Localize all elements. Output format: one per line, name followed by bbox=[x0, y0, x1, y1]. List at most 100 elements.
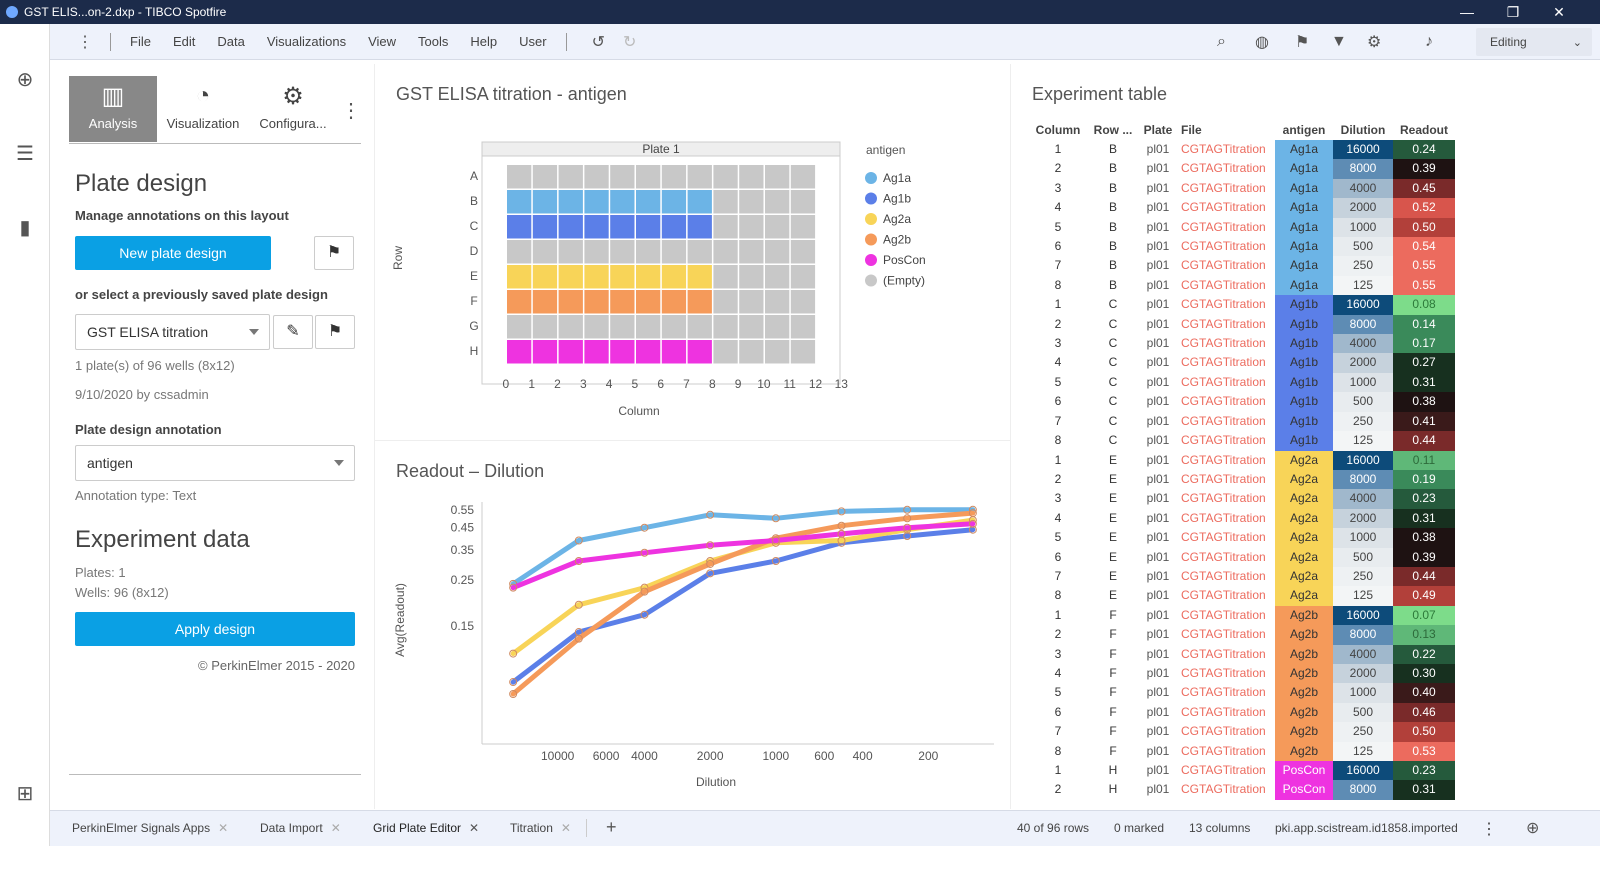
menu-edit[interactable]: Edit bbox=[172, 34, 196, 49]
saved-design-select[interactable]: GST ELISA titration bbox=[75, 314, 270, 350]
page-tab-grid-plate-editor[interactable]: Grid Plate Editor ✕ bbox=[373, 821, 479, 835]
new-plate-design-button[interactable]: New plate design bbox=[75, 236, 271, 270]
page-tab-signals[interactable]: PerkinElmer Signals Apps ✕ bbox=[72, 821, 228, 835]
column-header[interactable]: File bbox=[1181, 123, 1202, 137]
menu-file[interactable]: File bbox=[130, 34, 151, 49]
undo-icon[interactable]: ↺ bbox=[591, 33, 606, 51]
tab-configuration[interactable]: ⚙ Configura... bbox=[249, 76, 337, 142]
tab-visualization[interactable]: ◔ Visualization bbox=[159, 76, 247, 142]
column-header[interactable]: Dilution bbox=[1340, 123, 1386, 137]
settings-icon[interactable]: ⚙ bbox=[1367, 33, 1382, 51]
menu-data[interactable]: Data bbox=[217, 34, 245, 49]
restore-icon[interactable]: ❐ bbox=[1506, 3, 1520, 20]
menu-view[interactable]: View bbox=[368, 34, 397, 49]
add-page-icon[interactable]: + bbox=[606, 817, 617, 837]
notification-icon[interactable]: ♪ bbox=[1425, 32, 1433, 50]
table-cell: CGTAGTitration bbox=[1181, 568, 1266, 583]
column-header[interactable]: Plate bbox=[1143, 123, 1173, 137]
minimize-icon[interactable]: — bbox=[1460, 4, 1474, 20]
save-flag-icon-2[interactable]: ⚑ bbox=[315, 315, 355, 349]
save-flag-icon[interactable]: ⚑ bbox=[314, 236, 354, 270]
filter-icon[interactable]: ▼ bbox=[1331, 32, 1347, 50]
annotation-select[interactable]: antigen bbox=[75, 445, 355, 481]
search-icon[interactable]: ⌕ bbox=[1217, 32, 1226, 50]
table-cell: PosCon bbox=[1275, 761, 1333, 781]
hierarchy-icon[interactable]: ⊞ bbox=[16, 783, 34, 805]
mode-dropdown[interactable]: Editing ⌄ bbox=[1476, 28, 1592, 56]
table-cell: Ag1b bbox=[1275, 314, 1333, 335]
panel-more-icon[interactable]: ⋮ bbox=[341, 100, 361, 122]
apply-design-button[interactable]: Apply design bbox=[75, 612, 355, 646]
menu-visualizations[interactable]: Visualizations bbox=[266, 34, 347, 49]
menu-tools[interactable]: Tools bbox=[418, 34, 449, 49]
table-cell: 500 bbox=[1333, 237, 1393, 257]
add-icon[interactable]: ⊕ bbox=[16, 69, 34, 91]
close-tab-icon[interactable]: ✕ bbox=[560, 821, 571, 835]
table-cell: pl01 bbox=[1146, 530, 1170, 545]
table-cell: C bbox=[1108, 336, 1118, 351]
comments-icon[interactable]: ◍ bbox=[1255, 33, 1269, 51]
page-tab-data-import[interactable]: Data Import ✕ bbox=[260, 821, 341, 835]
page-tab-titration[interactable]: Titration ✕ bbox=[510, 821, 571, 835]
close-tab-icon[interactable]: ✕ bbox=[330, 821, 341, 835]
globe-icon[interactable]: ⊕ bbox=[1526, 820, 1540, 837]
more-vert-icon[interactable]: ⋮ bbox=[1481, 821, 1497, 838]
close-tab-icon[interactable]: ✕ bbox=[469, 821, 480, 835]
experiment-table[interactable]: Column Row ... Plate File antigen Dilution Rea… bbox=[1027, 120, 1455, 800]
close-tab-icon[interactable]: ✕ bbox=[218, 821, 229, 835]
data-list-icon[interactable]: ☰ bbox=[16, 143, 34, 165]
column-header[interactable]: Readout bbox=[1400, 123, 1448, 137]
redo-icon[interactable]: ↻ bbox=[623, 33, 637, 51]
readout-dilution-chart[interactable]: 0.55 0.45 0.35 0.25 0.15 10000 6000 4000 2000 100… bbox=[380, 490, 1005, 800]
table-cell: 8000 bbox=[1333, 314, 1393, 335]
edit-pencil-icon[interactable]: ✎ bbox=[273, 315, 313, 349]
close-icon[interactable]: ✕ bbox=[1553, 3, 1565, 20]
menu-help[interactable]: Help bbox=[470, 34, 498, 49]
column-header[interactable]: antigen bbox=[1282, 123, 1326, 137]
table-cell: 0.53 bbox=[1393, 741, 1455, 761]
more-vert-icon[interactable]: ⋮ bbox=[77, 33, 93, 51]
table-cell: pl01 bbox=[1146, 685, 1170, 700]
menu-user[interactable]: User bbox=[519, 34, 547, 49]
column-header[interactable]: Row ... bbox=[1093, 123, 1133, 137]
bookmark-icon[interactable]: ⚑ bbox=[1295, 33, 1310, 51]
column-header[interactable]: Column bbox=[1035, 123, 1081, 137]
bar-chart-icon[interactable]: ▮ bbox=[19, 217, 31, 239]
tab-analysis[interactable]: ▥ Analysis bbox=[69, 76, 157, 142]
